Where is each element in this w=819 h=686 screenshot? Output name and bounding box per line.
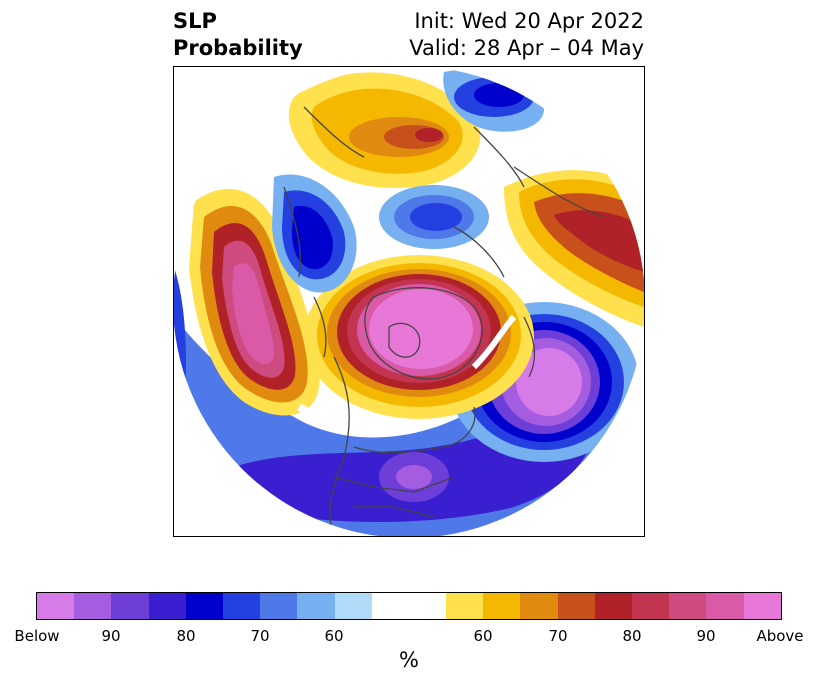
- colorbar-segment: [74, 593, 112, 619]
- colorbar-segment: [371, 593, 409, 619]
- colorbar-segment: [37, 593, 75, 619]
- colorbar-tick-label: 80: [622, 627, 642, 645]
- map-panel: [173, 66, 645, 537]
- colorbar-tick-label: Above: [756, 627, 804, 645]
- colorbar-segment: [706, 593, 744, 619]
- colorbar-segment: [594, 593, 632, 619]
- valid-range: Valid: 28 Apr – 04 May: [409, 36, 644, 60]
- colorbar-segment: [334, 593, 372, 619]
- colorbar-segment: [446, 593, 484, 619]
- colorbar-segment: [483, 593, 521, 619]
- colorbar-segment: [632, 593, 670, 619]
- colorbar-segment: [185, 593, 223, 619]
- coastlines: [283, 106, 605, 536]
- colorbar-segment: [297, 593, 335, 619]
- title-right: Init: Wed 20 Apr 2022 Valid: 28 Apr – 04…: [409, 8, 644, 62]
- colorbar-segment: [408, 593, 447, 619]
- colorbar-units: %: [399, 648, 419, 672]
- probability-map: [174, 67, 644, 536]
- colorbar-segment: [148, 593, 186, 619]
- colorbar-tick-label: 90: [696, 627, 716, 645]
- colorbar-segment: [669, 593, 707, 619]
- title-left: SLP Probability: [173, 8, 303, 62]
- colorbar-segment: [743, 593, 781, 619]
- colorbar-tick-label: 70: [250, 627, 270, 645]
- colorbar-segment: [222, 593, 261, 619]
- title-field: Probability: [173, 36, 303, 60]
- colorbar-tick-label: Below: [14, 627, 60, 645]
- colorbar-segment: [520, 593, 558, 619]
- colorbar-tick-label: 90: [101, 627, 121, 645]
- colorbar-segment: [260, 593, 298, 619]
- colorbar: [36, 592, 782, 620]
- colorbar-segment: [111, 593, 149, 619]
- colorbar-segment: [557, 593, 595, 619]
- title-variable: SLP: [173, 9, 217, 33]
- init-date: Init: Wed 20 Apr 2022: [414, 9, 644, 33]
- colorbar-tick-label: 70: [548, 627, 568, 645]
- colorbar-tick-label: 60: [473, 627, 493, 645]
- colorbar-tick-label: 80: [176, 627, 196, 645]
- colorbar-tick-label: 60: [324, 627, 344, 645]
